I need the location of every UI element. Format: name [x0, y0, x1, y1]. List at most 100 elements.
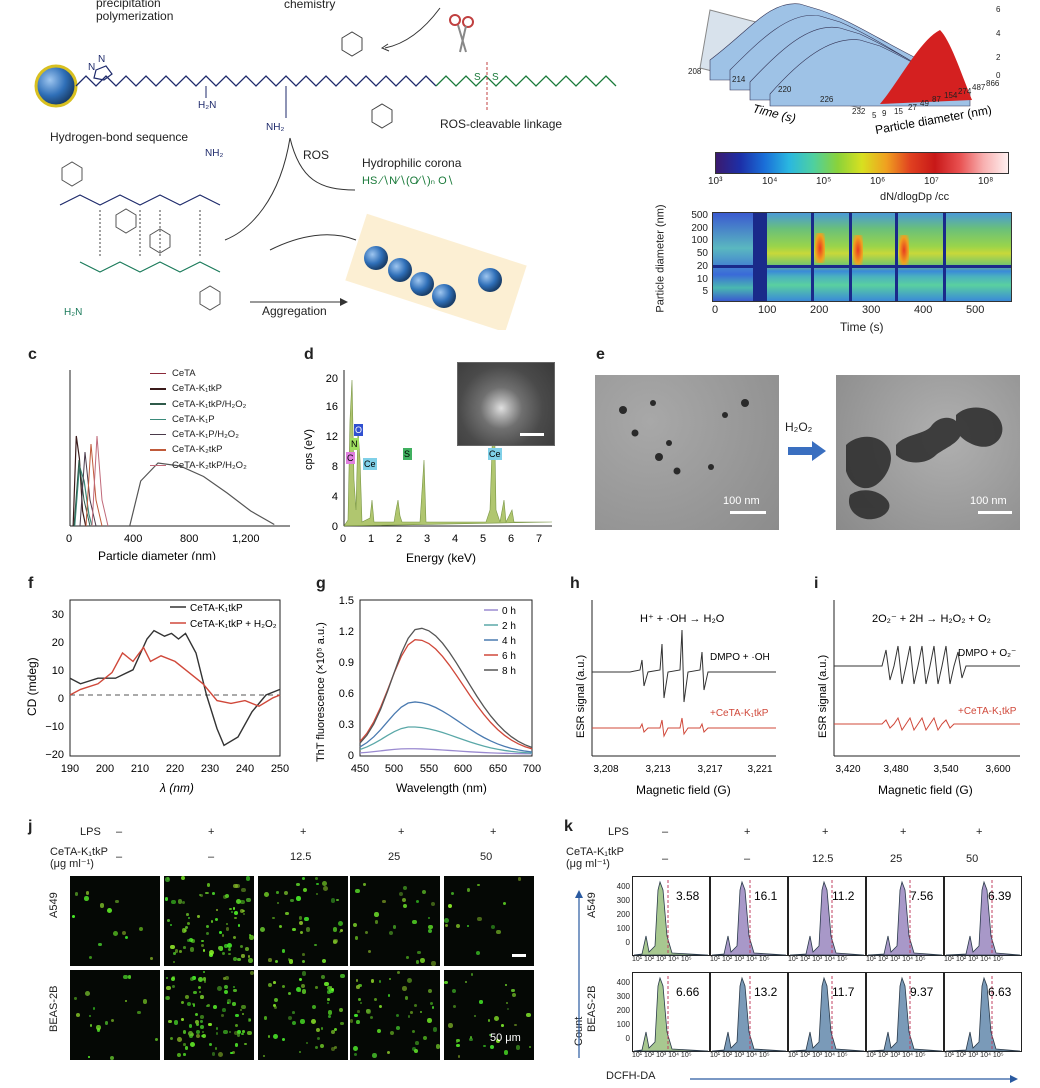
- arrow-icon: [788, 441, 826, 461]
- svg-text:226: 226: [820, 95, 834, 104]
- j-lps-value: +: [300, 826, 307, 838]
- k-drug-value: 25: [890, 853, 903, 865]
- heatmap-ylabel: Particle diameter (nm): [654, 204, 667, 313]
- legend-entry: CeTA-K₂tkP/H₂O₂: [150, 458, 247, 473]
- panel-c-legend: CeTA CeTA-K₁tkP CeTA-K₁tkP/H₂O₂ CeTA-K₁P CeT…: [150, 366, 247, 473]
- svg-text:S: S: [404, 449, 410, 459]
- micrograph: [444, 876, 534, 966]
- svg-text:208: 208: [688, 67, 702, 76]
- svg-text:550: 550: [420, 763, 438, 775]
- j-drug-value: –: [208, 851, 215, 863]
- svg-text:154: 154: [944, 91, 958, 100]
- series-line-extra: [85, 443, 103, 527]
- svg-text:ThT fluorescence (×10⁵ a.u.): ThT fluorescence (×10⁵ a.u.): [315, 622, 327, 762]
- svg-text:H₂N: H₂N: [64, 307, 82, 318]
- flow-histogram: 9.37: [866, 972, 944, 1052]
- svg-text:3: 3: [424, 533, 430, 545]
- svg-text:0: 0: [348, 750, 354, 762]
- percent-value: 3.58: [676, 889, 700, 903]
- flow-histogram: 16.1: [710, 876, 788, 956]
- j-scale-bar: [512, 954, 526, 957]
- micrograph: [70, 970, 160, 1060]
- label-ros-link: ROS-cleavable linkage: [440, 117, 563, 131]
- heatmap: [712, 212, 1012, 302]
- svg-text:16: 16: [326, 401, 338, 413]
- series-line-1: [69, 646, 281, 707]
- svg-text:12: 12: [326, 431, 338, 443]
- flow-histogram: 7.56: [866, 876, 944, 956]
- panel-e-letter: e: [596, 346, 605, 363]
- series-line-2 h: [359, 726, 533, 754]
- legend-entry: CeTA-K₁P: [150, 412, 247, 427]
- svg-text:49: 49: [920, 99, 929, 108]
- k-drug-label: CeTA-K₁tkP (μg ml⁻¹): [566, 846, 624, 870]
- panel-i-chart: 2O₂⁻ + 2H → H₂O₂ + O₂ DMPO + O₂⁻ +CeTA-K…: [817, 600, 1020, 797]
- svg-text:ESR signal (a.u.): ESR signal (a.u.): [817, 655, 829, 738]
- panel-j-letter: j: [28, 818, 33, 835]
- svg-text:220: 220: [166, 763, 184, 775]
- svg-text:4: 4: [452, 533, 458, 545]
- svg-text:ESR signal (a.u.): ESR signal (a.u.): [575, 655, 587, 738]
- svg-text:C: C: [347, 453, 354, 463]
- svg-text:CeTA-K₁tkP: CeTA-K₁tkP: [190, 603, 243, 614]
- panel-d-chart: 0 4 8 12 16 20 0 1 2 3 4 5 6 7 Energy (k…: [303, 370, 553, 565]
- svg-text:2O₂⁻ + 2H → H₂O₂ + O₂: 2O₂⁻ + 2H → H₂O₂ + O₂: [872, 613, 991, 625]
- svg-text:0: 0: [340, 533, 346, 545]
- svg-text:250: 250: [271, 763, 289, 775]
- tem-after: 100 nm: [836, 375, 1020, 530]
- k-lps-value: +: [744, 826, 751, 838]
- micrograph: [444, 970, 534, 1060]
- svg-text:DMPO + O₂⁻: DMPO + O₂⁻: [958, 648, 1016, 659]
- svg-text:190: 190: [61, 763, 79, 775]
- series-line-CeTA-K₁tkP: [72, 435, 87, 527]
- svg-text:3,600: 3,600: [985, 764, 1010, 775]
- micrograph: [258, 970, 348, 1060]
- svg-text:S: S: [474, 72, 481, 83]
- svg-text:3,213: 3,213: [645, 764, 670, 775]
- legend-entry: CeTA: [150, 366, 247, 381]
- k-lps-value: +: [900, 826, 907, 838]
- svg-text:S: S: [492, 72, 499, 83]
- heatmap-xlabel: Time (s): [840, 320, 884, 334]
- svg-text:Wavelength (nm): Wavelength (nm): [396, 781, 487, 795]
- micrograph: [350, 970, 440, 1060]
- j-lps-value: +: [398, 826, 405, 838]
- micrograph: [164, 970, 254, 1060]
- k-xticks: 10¹ 10² 10³ 10⁴ 10⁵: [944, 1052, 1004, 1059]
- svg-text:487: 487: [972, 83, 986, 92]
- svg-text:Particle diameter (nm): Particle diameter (nm): [98, 549, 216, 560]
- flow-histogram: 11.7: [788, 972, 866, 1052]
- svg-text:600: 600: [454, 763, 472, 775]
- k-x-arrow: [690, 1075, 1018, 1083]
- svg-text:8: 8: [332, 461, 338, 473]
- sem-inset: [457, 362, 555, 446]
- j-scale: 50 μm: [490, 1032, 521, 1044]
- svg-text:O: O: [355, 425, 362, 435]
- k-drug-value: 12.5: [812, 853, 834, 865]
- micrograph: [164, 876, 254, 966]
- svg-text:274: 274: [958, 87, 972, 96]
- k-xticks: 10¹ 10² 10³ 10⁴ 10⁵: [788, 956, 848, 963]
- k-xticks: 10¹ 10² 10³ 10⁴ 10⁵: [944, 956, 1004, 963]
- percent-value: 6.63: [988, 985, 1012, 999]
- panel-g-letter: g: [316, 575, 326, 592]
- svg-text:CD (mdeg): CD (mdeg): [25, 657, 39, 716]
- svg-text:10: 10: [52, 665, 64, 677]
- svg-text:N: N: [351, 439, 358, 449]
- svg-text:3,420: 3,420: [835, 764, 860, 775]
- series-line-0 h: [359, 748, 533, 755]
- polymer-scheme: N N H₂N NH₂ S S NH₂ H₂N: [34, 7, 617, 330]
- label-ros: ROS: [303, 148, 330, 162]
- k-yticks: 400 300 200 100 0: [616, 978, 630, 1043]
- flow-histogram: 3.58: [632, 876, 710, 956]
- svg-text:3,208: 3,208: [593, 764, 618, 775]
- svg-text:Magnetic field (G): Magnetic field (G): [636, 783, 731, 797]
- j-lps-label: LPS: [80, 826, 101, 838]
- percent-value: 9.37: [910, 985, 934, 999]
- svg-text:3,217: 3,217: [697, 764, 722, 775]
- svg-text:6: 6: [508, 533, 514, 545]
- flow-histogram: 13.2: [710, 972, 788, 1052]
- k-drug-value: 50: [966, 853, 979, 865]
- svg-text:Magnetic field (G): Magnetic field (G): [878, 783, 973, 797]
- k-lps-value: +: [976, 826, 983, 838]
